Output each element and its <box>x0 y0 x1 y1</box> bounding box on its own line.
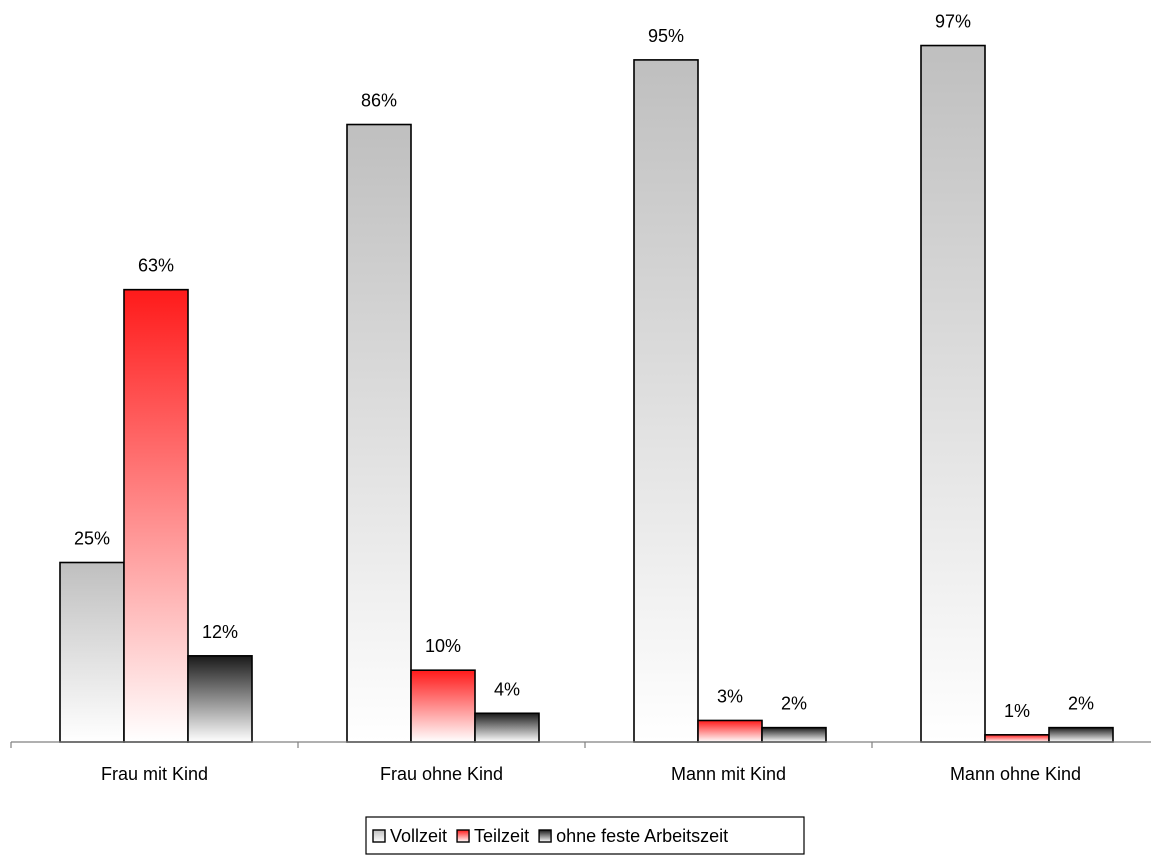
bar-teilzeit-frau-mit-kind <box>123 288 189 743</box>
bar-vollzeit-frau-mit-kind <box>59 561 125 743</box>
data-label-ohne-feste-arbeitszeit-frau-ohne-kind: 4% <box>494 679 520 699</box>
bar-vollzeit-mann-mit-kind <box>633 59 699 743</box>
data-labels-group: 25% 63% 12% 86% 10% 4% 95% 3% 2% 97% 1% 2% <box>74 12 1094 721</box>
data-label-vollzeit-frau-mit-kind: 25% <box>74 529 110 549</box>
bar-teilzeit-mann-mit-kind <box>697 719 763 743</box>
legend-swatch-ohne-feste-arbeitszeit <box>538 829 552 843</box>
bar-ohne-feste-arbeitszeit-mann-ohne-kind <box>1048 726 1114 743</box>
legend-label-teilzeit: Teilzeit <box>474 826 529 846</box>
bar-teilzeit-frau-ohne-kind <box>410 669 476 743</box>
legend-swatch-teilzeit <box>456 829 470 843</box>
data-label-vollzeit-mann-mit-kind: 95% <box>648 26 684 46</box>
legend-swatch-vollzeit <box>372 829 386 843</box>
data-label-teilzeit-mann-mit-kind: 3% <box>717 686 743 706</box>
bar-ohne-feste-arbeitszeit-frau-ohne-kind <box>474 712 540 743</box>
x-axis <box>10 741 1151 748</box>
data-label-ohne-feste-arbeitszeit-mann-mit-kind: 2% <box>781 694 807 714</box>
x-tick-label-mann-mit-kind: Mann mit Kind <box>671 764 786 784</box>
data-label-ohne-feste-arbeitszeit-mann-ohne-kind: 2% <box>1068 694 1094 714</box>
bar-vollzeit-frau-ohne-kind <box>346 123 412 743</box>
bar-teilzeit-mann-ohne-kind <box>984 734 1050 743</box>
legend-frame <box>365 816 805 855</box>
x-tick-label-frau-mit-kind: Frau mit Kind <box>101 764 208 784</box>
bar-ohne-feste-arbeitszeit-frau-mit-kind <box>187 655 253 743</box>
x-tick-labels: Frau mit Kind Frau ohne Kind Mann mit Kind… <box>101 764 1081 784</box>
x-tick-label-mann-ohne-kind: Mann ohne Kind <box>950 764 1081 784</box>
data-label-ohne-feste-arbeitszeit-frau-mit-kind: 12% <box>202 622 238 642</box>
data-label-teilzeit-mann-ohne-kind: 1% <box>1004 701 1030 721</box>
bar-vollzeit-mann-ohne-kind <box>920 44 986 743</box>
bars-group <box>59 44 1114 743</box>
data-label-vollzeit-frau-ohne-kind: 86% <box>361 91 397 111</box>
legend-label-ohne-feste-arbeitszeit: ohne feste Arbeitszeit <box>556 826 728 846</box>
data-label-teilzeit-frau-mit-kind: 63% <box>138 256 174 276</box>
bar-ohne-feste-arbeitszeit-mann-mit-kind <box>761 726 827 743</box>
x-tick-label-frau-ohne-kind: Frau ohne Kind <box>380 764 503 784</box>
data-label-teilzeit-frau-ohne-kind: 10% <box>425 636 461 656</box>
legend: Vollzeit Teilzeit ohne feste Arbeitszeit <box>365 816 805 855</box>
data-label-vollzeit-mann-ohne-kind: 97% <box>935 12 971 32</box>
legend-label-vollzeit: Vollzeit <box>390 826 447 846</box>
